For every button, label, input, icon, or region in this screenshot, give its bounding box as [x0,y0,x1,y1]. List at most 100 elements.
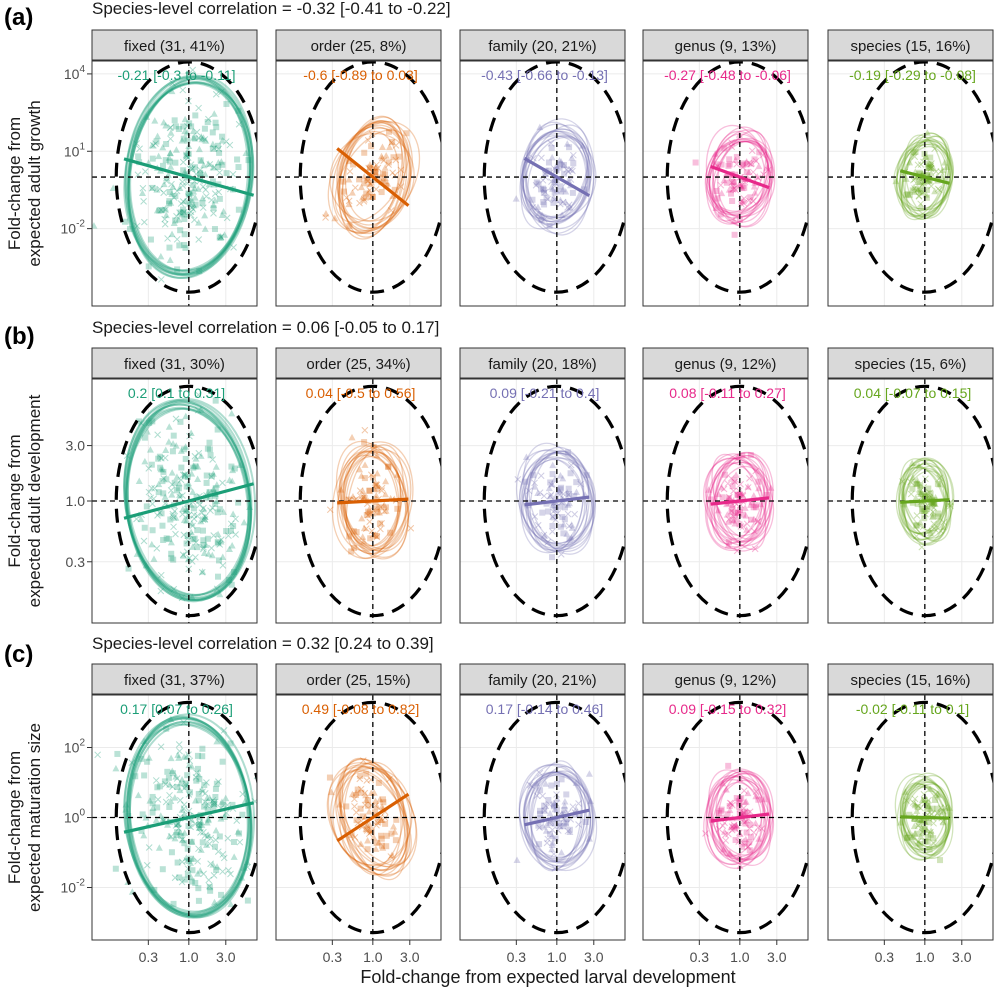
data-point [747,160,755,168]
data-point [223,528,230,535]
data-point [378,152,386,160]
data-point [730,821,738,829]
data-point [551,802,558,809]
data-point [739,523,747,530]
data-point [150,555,158,562]
data-point [364,177,372,185]
posterior-ellipse [711,455,766,545]
data-point [199,194,207,202]
data-point [189,488,197,495]
data-point [213,863,221,870]
data-point [386,128,393,135]
data-point [161,205,169,212]
data-point [742,820,750,827]
data-point [163,476,170,483]
data-point [174,784,181,791]
data-point [739,164,747,171]
data-point [364,174,372,181]
data-point [744,789,752,797]
data-point [196,821,203,828]
data-point [201,803,208,810]
data-point [389,169,397,177]
data-point [180,208,188,216]
data-point [572,488,580,496]
data-point [172,442,180,449]
data-point [920,189,927,196]
data-point [407,524,415,532]
data-point [910,822,918,830]
data-point [155,480,163,488]
data-point [585,835,593,842]
data-point [361,180,368,187]
data-point [197,157,205,164]
facet-family: family (20, 21%)0.17 [-0.14 to 0.46]0.3 1… [459,663,626,965]
data-point [189,543,197,550]
data-point [184,845,191,852]
data-point [542,780,550,787]
data-point [202,137,210,144]
data-point [752,502,759,509]
data-point [937,857,944,864]
data-point [201,516,209,523]
posterior-ellipse [529,450,584,553]
posterior-ellipse [125,713,256,919]
posterior-ellipse [903,783,951,851]
data-point [209,163,217,171]
data-point [930,164,938,172]
data-point [137,515,145,523]
data-point [560,490,567,498]
data-point [178,136,186,144]
data-point [210,201,218,208]
data-point [211,898,219,906]
data-point [181,231,188,238]
data-point [228,541,236,549]
data-point [363,825,370,833]
data-point [925,161,932,168]
data-point [152,777,160,784]
data-point [188,470,196,477]
data-point [149,804,157,811]
data-point [927,182,935,190]
data-point [190,462,198,469]
data-point [148,540,156,548]
data-point [154,431,161,439]
data-point [216,833,223,840]
data-point [158,510,165,517]
data-point [336,801,344,808]
data-point [557,486,564,493]
facet-strip-label: genus (9, 13%) [675,38,777,55]
data-point [381,490,389,498]
posterior-ellipse [902,466,947,532]
data-point [729,186,737,193]
data-point [381,177,389,185]
data-point [211,843,218,850]
facet-correlation: 0.49 [-0.08 to 0.82] [302,701,420,717]
data-point [904,834,911,841]
data-point [729,178,736,185]
data-point [752,819,760,827]
data-point [201,832,209,840]
data-point [203,841,211,848]
data-point [725,162,732,169]
data-point [740,199,748,207]
data-point [163,174,171,182]
data-point [366,487,373,494]
data-point [373,481,381,489]
data-point [541,807,548,814]
panel-border [91,60,258,307]
posterior-ellipse [529,773,586,860]
data-point [537,807,544,814]
data-point [721,828,729,835]
posterior-ellipse [326,766,417,871]
data-point [386,143,394,151]
posterior-ellipse [339,758,409,877]
data-point [214,848,222,855]
data-point [535,180,542,187]
data-point [728,823,736,830]
data-point [754,517,762,525]
data-point [382,477,390,485]
data-point [361,439,368,446]
posterior-ellipse [123,399,252,602]
data-point [201,782,208,789]
data-point [556,196,564,204]
